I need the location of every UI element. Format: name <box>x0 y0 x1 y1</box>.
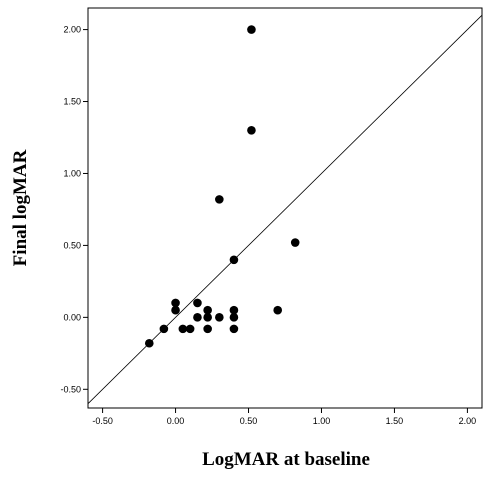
y-axis-title: Final logMAR <box>10 149 31 266</box>
y-tick-label: -0.50 <box>60 384 81 394</box>
y-tick-label: 0.00 <box>63 312 81 322</box>
data-point <box>159 324 169 334</box>
data-point <box>203 324 212 334</box>
data-point <box>215 195 224 204</box>
data-point <box>273 305 283 315</box>
y-axis: -0.50 0.00 0.50 1.00 1.50 2.00 <box>60 25 88 394</box>
data-point <box>185 324 195 334</box>
y-tick-label: 2.00 <box>63 25 81 35</box>
data-point <box>229 255 239 265</box>
data-point <box>203 313 212 322</box>
x-tick-label: 1.50 <box>386 416 404 426</box>
reference-line <box>87 14 483 404</box>
data-point <box>229 324 239 334</box>
x-axis-title: LogMAR at baseline <box>202 449 370 470</box>
data-point <box>229 305 239 315</box>
x-tick-label: 0.50 <box>240 416 258 426</box>
data-point <box>193 298 202 308</box>
y-tick-label: 1.50 <box>63 97 81 107</box>
x-tick-label: -0.50 <box>92 416 113 426</box>
data-point <box>290 238 300 247</box>
data-point <box>178 324 188 334</box>
x-tick-label: 0.00 <box>167 416 185 426</box>
y-tick-label: 0.50 <box>63 240 81 250</box>
x-tick-label: 1.00 <box>313 416 331 426</box>
data-point <box>144 338 154 348</box>
data-point <box>229 313 239 322</box>
plot-area <box>87 7 483 409</box>
x-tick-label: 2.00 <box>459 416 477 426</box>
data-point <box>203 305 212 315</box>
data-point <box>193 313 202 322</box>
data-point <box>171 298 180 308</box>
x-axis: -0.50 0.00 0.50 1.00 1.50 2.00 <box>92 408 476 426</box>
data-point <box>171 305 180 315</box>
data-point <box>247 126 256 135</box>
data-point <box>247 25 256 34</box>
data-points <box>144 25 300 348</box>
y-tick-label: 1.00 <box>63 168 81 178</box>
data-point <box>215 313 224 322</box>
